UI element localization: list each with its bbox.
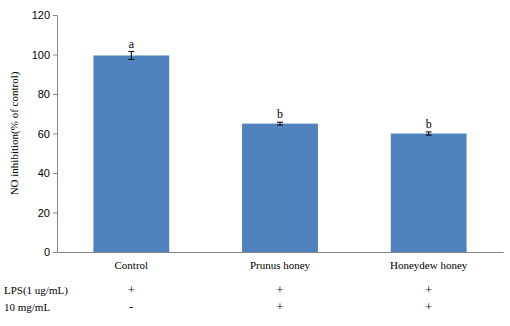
y-tick-label: 60	[38, 128, 50, 140]
treatment-mark: +	[277, 300, 284, 314]
y-tick: 40	[38, 167, 57, 179]
y-axis-title: NO inhibition(% of control)	[8, 71, 21, 195]
x-tick-label: Control	[115, 259, 149, 271]
error-bar	[426, 132, 432, 135]
treatment-mark: +	[277, 283, 284, 297]
x-axis: Control Prunus honey Honeydew honey	[58, 253, 504, 271]
y-tick-label: 20	[38, 207, 50, 219]
x-tick: Prunus honey	[250, 259, 311, 271]
treatment-mark: +	[425, 283, 432, 297]
y-tick-mark	[53, 55, 57, 56]
y-tick-mark	[53, 134, 57, 135]
y-tick-mark	[53, 94, 57, 95]
error-bar-cap	[128, 51, 134, 52]
annotations: a b b NO inhibition(% of control) LPS(1 ug/m…	[4, 37, 432, 314]
y-tick: 20	[38, 207, 57, 219]
y-tick: 60	[38, 128, 57, 140]
error-bar-cap	[426, 131, 432, 132]
treatment-mark: -	[129, 300, 133, 314]
error-bar	[128, 52, 134, 60]
y-tick-mark	[53, 173, 57, 174]
y-tick-mark	[53, 15, 57, 16]
treatment-mark: +	[425, 300, 432, 314]
y-tick-label: 40	[38, 167, 50, 179]
x-axis-line	[58, 252, 504, 253]
treatment-label: LPS(1 ug/mL)	[4, 284, 68, 297]
x-tick-label: Honeydew honey	[390, 259, 468, 271]
y-tick-label: 120	[32, 9, 50, 21]
bar	[93, 55, 169, 252]
y-tick-mark	[53, 213, 57, 214]
y-tick-label: 100	[32, 49, 50, 61]
error-bar-cap	[128, 59, 134, 60]
y-tick: 120	[32, 9, 57, 21]
x-tick: Honeydew honey	[390, 259, 468, 271]
significance-letter: b	[277, 107, 283, 121]
y-tick: 80	[38, 88, 57, 100]
y-tick-label: 80	[38, 88, 50, 100]
y-tick-mark	[53, 252, 57, 253]
treatment-label: 10 mg/mL	[4, 301, 50, 313]
treatment-mark: +	[128, 283, 135, 297]
bar	[391, 134, 467, 253]
significance-letter: b	[426, 117, 432, 131]
bar	[242, 124, 318, 252]
x-tick-label: Prunus honey	[250, 259, 311, 271]
y-axis-line	[57, 16, 58, 253]
error-bar-cap	[277, 122, 283, 123]
y-tick: 0	[44, 246, 57, 258]
y-axis: 0 20 40 60 80 100 120	[32, 9, 58, 258]
y-tick-label: 0	[44, 246, 50, 258]
error-bar-cap	[426, 135, 432, 136]
significance-letter: a	[129, 37, 135, 51]
y-tick: 100	[32, 49, 57, 61]
chart: 0 20 40 60 80 100 120 Control Prunus honey Honeyd…	[0, 0, 510, 326]
error-bar	[277, 122, 283, 125]
plot-area	[93, 52, 466, 252]
error-bar-stem	[131, 52, 132, 60]
error-bar-cap	[277, 125, 283, 126]
x-tick: Control	[115, 259, 149, 271]
